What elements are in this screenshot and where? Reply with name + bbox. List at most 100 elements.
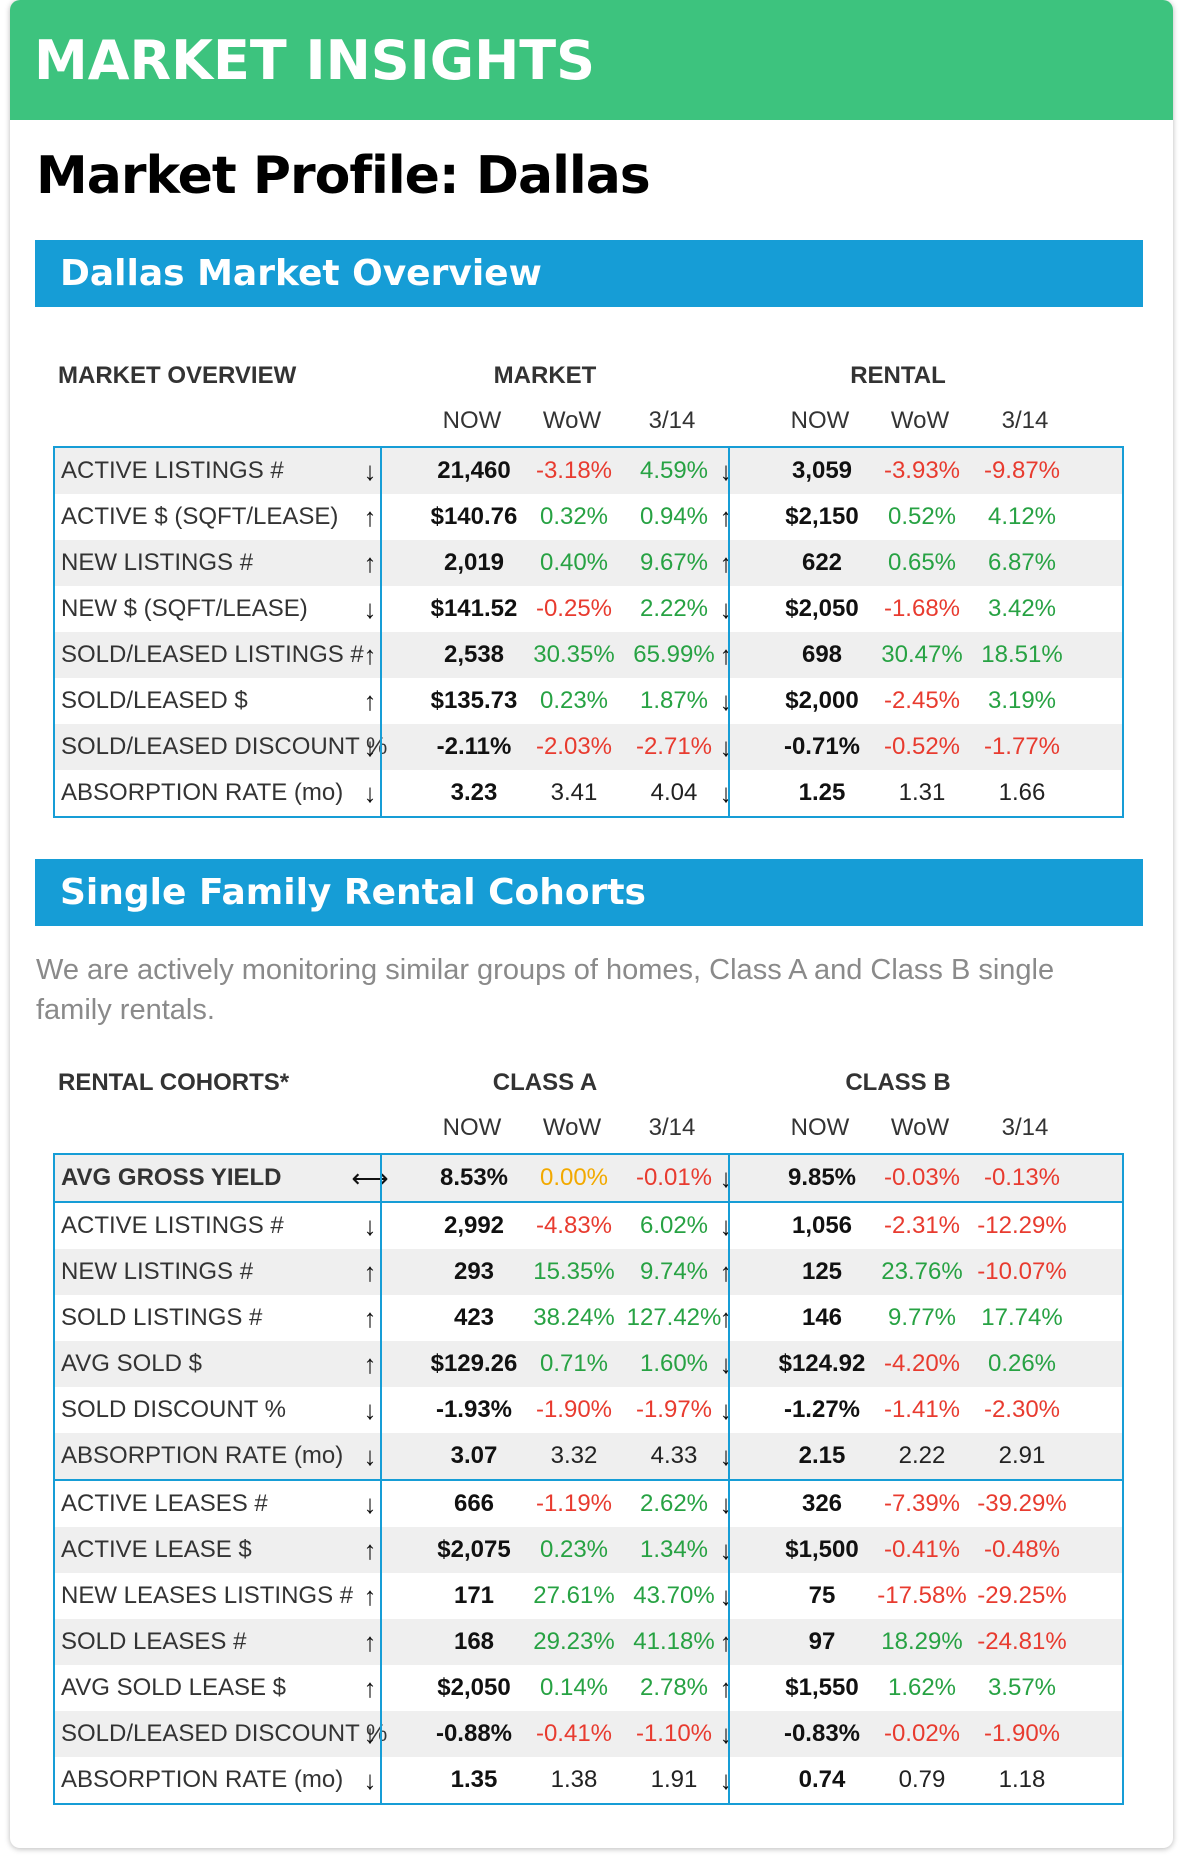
trend-arrow-icon: ↑ [719, 1303, 733, 1333]
trend-arrow-icon: ↑ [363, 548, 377, 578]
wow-value: 0.23% [539, 687, 609, 714]
wow-value: 0.23% [539, 1536, 609, 1563]
now-value: 146 [801, 1304, 843, 1331]
wow-value: 38.24% [533, 1304, 615, 1331]
overview-sub-wow-b: WoW [890, 407, 950, 434]
row-label: ACTIVE LEASE $ [61, 1536, 252, 1563]
table-row: SOLD DISCOUNT % ↓ -1.93% -1.90% -1.97% ↓ -1.27… [55, 1387, 1122, 1433]
banner: MARKET INSIGHTS [10, 0, 1173, 120]
wow-value: -0.02% [883, 1720, 961, 1747]
trend-arrow-icon: ↓ [363, 594, 377, 624]
wow-value: -0.03% [883, 1164, 961, 1191]
trend-arrow-icon: ↓ [363, 1395, 377, 1425]
since-314-value: 9.74% [639, 1258, 709, 1285]
now-value: -1.93% [435, 1396, 513, 1423]
market-insights-card: MARKET INSIGHTS Market Profile: Dallas D… [10, 0, 1173, 1848]
wow-value: 1.38 [550, 1766, 598, 1793]
trend-arrow-icon: ↓ [719, 456, 733, 486]
now-value: -0.71% [783, 733, 861, 760]
now-value: $1,550 [785, 1674, 859, 1701]
now-value: 666 [453, 1490, 495, 1517]
cohorts-header: RENTAL COHORTS* [58, 1069, 290, 1096]
row-label: SOLD LEASES # [61, 1628, 247, 1655]
table-row: SOLD/LEASED $ ↑ $135.73 0.23% 1.87% ↓ $2,000 -2… [55, 678, 1122, 724]
row-label: SOLD/LEASED DISCOUNT % [61, 1720, 388, 1747]
cohorts-sub-314-b: 3/14 [1001, 1114, 1049, 1141]
market-overview-table: ACTIVE LISTINGS # ↓ 21,460 -3.18% 4.59% ↓ 3,05… [53, 446, 1124, 818]
table-row: NEW LISTINGS # ↑ 293 15.35% 9.74% ↑ 125 23.76% -… [55, 1249, 1122, 1295]
trend-arrow-icon: ↓ [719, 1211, 733, 1241]
now-value: 97 [808, 1628, 836, 1655]
since-314-value: 1.87% [639, 687, 709, 714]
since-314-value: 1.18 [998, 1766, 1046, 1793]
now-value: 3,059 [791, 457, 853, 484]
wow-value: 29.23% [533, 1628, 615, 1655]
wow-value: 30.35% [533, 641, 615, 668]
wow-value: -1.68% [883, 595, 961, 622]
trend-arrow-icon: ↓ [363, 1489, 377, 1519]
section-header-market-overview: Dallas Market Overview [35, 240, 1143, 307]
wow-value: 0.52% [887, 503, 957, 530]
wow-value: 0.00% [539, 1164, 609, 1191]
overview-group-rental: RENTAL [850, 362, 946, 389]
wow-value: 0.79 [898, 1766, 946, 1793]
trend-arrow-icon: ↑ [363, 1303, 377, 1333]
now-value: 2.15 [798, 1442, 846, 1469]
now-value: 293 [453, 1258, 495, 1285]
banner-title: MARKET INSIGHTS [34, 28, 595, 92]
since-314-value: 2.91 [998, 1442, 1046, 1469]
rental-cohorts-table: AVG GROSS YIELD ⟷ 8.53% 0.00% -0.01% ↓ 9.85% -0… [53, 1153, 1124, 1805]
since-314-value: 4.33 [650, 1442, 698, 1469]
since-314-value: 17.74% [981, 1304, 1063, 1331]
trend-arrow-icon: ↓ [719, 1765, 733, 1795]
since-314-value: 0.26% [987, 1350, 1057, 1377]
wow-value: -0.25% [535, 595, 613, 622]
column-divider [728, 448, 730, 816]
wow-value: -2.45% [883, 687, 961, 714]
since-314-value: 18.51% [981, 641, 1063, 668]
now-value: 9.85% [787, 1164, 857, 1191]
trend-arrow-icon: ↑ [719, 502, 733, 532]
page-title: Market Profile: Dallas [36, 146, 651, 206]
now-value: 3.07 [450, 1442, 498, 1469]
since-314-value: 3.42% [987, 595, 1057, 622]
cohorts-group-class-a: CLASS A [492, 1069, 598, 1096]
table-row: NEW LEASES LISTINGS # ↑ 171 27.61% 43.70% ↓ 75… [55, 1573, 1122, 1619]
since-314-value: 1.60% [639, 1350, 709, 1377]
table-row: SOLD/LEASED DISCOUNT % ↓ -2.11% -2.03% -2.71… [55, 724, 1122, 770]
since-314-value: 2.62% [639, 1490, 709, 1517]
since-314-value: 1.91 [650, 1766, 698, 1793]
now-value: $1,500 [785, 1536, 859, 1563]
cohorts-sub-now-a: NOW [442, 1114, 502, 1141]
trend-arrow-icon: ↑ [719, 1673, 733, 1703]
overview-sub-314-b: 3/14 [1001, 407, 1049, 434]
since-314-value: -10.07% [977, 1258, 1067, 1285]
now-value: 326 [801, 1490, 843, 1517]
cohorts-sub-314-a: 3/14 [648, 1114, 696, 1141]
wow-value: -2.31% [883, 1212, 961, 1239]
wow-value: 23.76% [881, 1258, 963, 1285]
table-row: AVG SOLD $ ↑ $129.26 0.71% 1.60% ↓ $124.92 -4.2… [55, 1341, 1122, 1387]
since-314-value: -2.30% [983, 1396, 1061, 1423]
trend-arrow-icon: ↓ [719, 732, 733, 762]
column-divider [380, 448, 382, 816]
since-314-value: 9.67% [639, 549, 709, 576]
row-label: ACTIVE LEASES # [61, 1490, 268, 1517]
now-value: $2,150 [785, 503, 859, 530]
since-314-value: 127.42% [626, 1304, 722, 1331]
trend-arrow-icon: ↓ [719, 686, 733, 716]
trend-arrow-icon: ↑ [363, 1627, 377, 1657]
now-value: -0.88% [435, 1720, 513, 1747]
since-314-value: 41.18% [633, 1628, 715, 1655]
wow-value: -17.58% [877, 1582, 967, 1609]
overview-sub-now-b: NOW [790, 407, 850, 434]
now-value: $140.76 [430, 503, 518, 530]
row-label: AVG SOLD LEASE $ [61, 1674, 286, 1701]
wow-value: 18.29% [881, 1628, 963, 1655]
table-row: ACTIVE LISTINGS # ↓ 2,992 -4.83% 6.02% ↓ 1,056… [55, 1201, 1122, 1249]
row-label: ACTIVE $ (SQFT/LEASE) [61, 503, 339, 530]
overview-sub-now-a: NOW [442, 407, 502, 434]
trend-arrow-icon: ⟷ [351, 1163, 389, 1193]
cohorts-sub-wow-b: WoW [890, 1114, 950, 1141]
since-314-value: -1.97% [635, 1396, 713, 1423]
